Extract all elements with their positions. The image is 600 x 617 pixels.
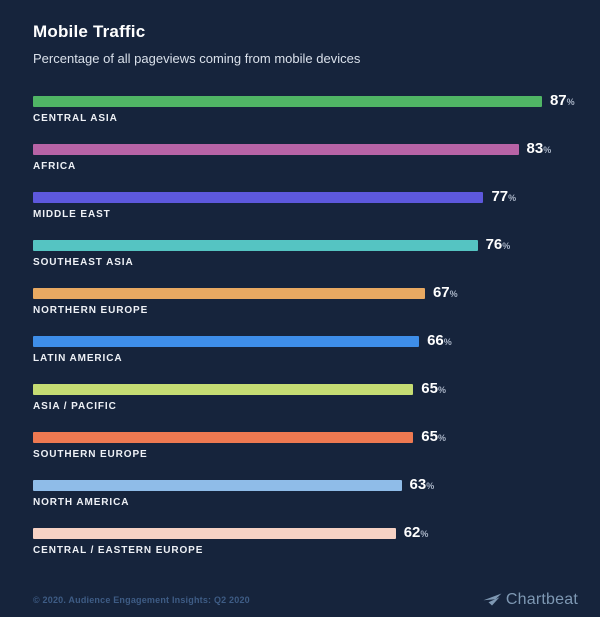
category-label: MIDDLE EAST bbox=[33, 209, 111, 220]
bar-row: 66% LATIN AMERICA bbox=[33, 332, 600, 384]
bar bbox=[33, 528, 396, 539]
horizontal-bar-chart: 87% CENTRAL ASIA 83% AFRICA 77% MIDDLE E… bbox=[33, 92, 600, 576]
chartbeat-wordmark: Chartbeat bbox=[505, 591, 578, 608]
bar-row: 76% SOUTHEAST ASIA bbox=[33, 236, 600, 288]
category-label: ASIA / PACIFIC bbox=[33, 401, 117, 412]
attribution-text: © 2020. Audience Engagement Insights: Q2… bbox=[33, 595, 250, 605]
bar bbox=[33, 384, 414, 395]
category-label: AFRICA bbox=[33, 161, 77, 172]
page-subtitle: Percentage of all pageviews coming from … bbox=[33, 51, 361, 66]
bar-row: 87% CENTRAL ASIA bbox=[33, 92, 600, 144]
value-label: 62% bbox=[403, 524, 429, 541]
category-label: LATIN AMERICA bbox=[33, 353, 123, 364]
value-label: 65% bbox=[421, 428, 446, 445]
value-label: 77% bbox=[491, 188, 517, 205]
bar-row: 65% ASIA / PACIFIC bbox=[33, 380, 600, 432]
bar bbox=[33, 144, 519, 155]
bar bbox=[33, 432, 414, 443]
bar-row: 83% AFRICA bbox=[33, 140, 600, 192]
category-label: NORTH AMERICA bbox=[33, 497, 130, 508]
category-label: SOUTHERN EUROPE bbox=[33, 449, 148, 460]
bar-row: 63% NORTH AMERICA bbox=[33, 476, 600, 528]
category-label: NORTHERN EUROPE bbox=[33, 305, 149, 316]
value-label: 66% bbox=[427, 332, 452, 349]
bar bbox=[33, 96, 542, 107]
bar bbox=[33, 336, 420, 347]
value-label: 76% bbox=[485, 236, 511, 253]
category-label: CENTRAL / EASTERN EUROPE bbox=[33, 545, 204, 556]
bar-row: 62% CENTRAL / EASTERN EUROPE bbox=[33, 524, 600, 576]
chartbeat-logo: Chartbeat bbox=[483, 591, 578, 609]
bar bbox=[33, 240, 478, 251]
value-label: 65% bbox=[421, 380, 446, 397]
category-label: SOUTHEAST ASIA bbox=[33, 257, 134, 268]
bar-row: 65% SOUTHERN EUROPE bbox=[33, 428, 600, 480]
bar bbox=[33, 480, 402, 491]
chartbeat-paper-plane-icon bbox=[483, 593, 502, 608]
chart-footer: © 2020. Audience Engagement Insights: Q2… bbox=[33, 591, 578, 609]
value-label: 63% bbox=[409, 476, 435, 493]
bar bbox=[33, 288, 425, 299]
bar-row: 67% NORTHERN EUROPE bbox=[33, 284, 600, 336]
page-title: Mobile Traffic bbox=[33, 22, 146, 41]
chart-header: Mobile Traffic Percentage of all pagevie… bbox=[33, 22, 360, 66]
bar bbox=[33, 192, 484, 203]
category-label: CENTRAL ASIA bbox=[33, 113, 118, 124]
value-label: 83% bbox=[526, 140, 552, 157]
bar-row: 77% MIDDLE EAST bbox=[33, 188, 600, 240]
value-label: 87% bbox=[549, 92, 575, 109]
value-label: 67% bbox=[432, 284, 458, 301]
